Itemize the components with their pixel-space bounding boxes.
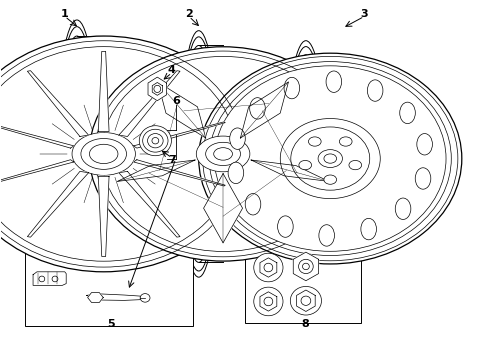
Ellipse shape bbox=[309, 137, 321, 146]
Polygon shape bbox=[296, 290, 315, 311]
Ellipse shape bbox=[349, 161, 362, 170]
Polygon shape bbox=[98, 51, 109, 131]
Ellipse shape bbox=[278, 216, 293, 237]
Polygon shape bbox=[88, 293, 103, 302]
Ellipse shape bbox=[199, 53, 462, 264]
Polygon shape bbox=[33, 272, 66, 285]
Polygon shape bbox=[117, 160, 195, 181]
Ellipse shape bbox=[72, 132, 135, 175]
Ellipse shape bbox=[291, 127, 370, 190]
Ellipse shape bbox=[228, 162, 244, 184]
Polygon shape bbox=[251, 160, 329, 181]
Ellipse shape bbox=[284, 77, 300, 99]
Ellipse shape bbox=[230, 128, 245, 149]
Polygon shape bbox=[0, 122, 74, 148]
Ellipse shape bbox=[318, 150, 343, 167]
Ellipse shape bbox=[215, 66, 446, 251]
Ellipse shape bbox=[254, 287, 283, 316]
Ellipse shape bbox=[89, 47, 357, 261]
Text: 1: 1 bbox=[61, 9, 69, 19]
Ellipse shape bbox=[324, 175, 337, 184]
Text: 4: 4 bbox=[168, 65, 176, 75]
Ellipse shape bbox=[139, 126, 172, 156]
Polygon shape bbox=[241, 82, 289, 138]
Polygon shape bbox=[260, 258, 277, 277]
Ellipse shape bbox=[140, 294, 150, 302]
Ellipse shape bbox=[0, 36, 250, 272]
Polygon shape bbox=[87, 294, 140, 300]
Ellipse shape bbox=[415, 168, 431, 189]
Text: 5: 5 bbox=[107, 319, 115, 329]
Ellipse shape bbox=[340, 137, 352, 146]
Polygon shape bbox=[27, 171, 89, 237]
Ellipse shape bbox=[250, 98, 265, 119]
Text: 3: 3 bbox=[361, 9, 368, 19]
Ellipse shape bbox=[319, 225, 335, 246]
Polygon shape bbox=[119, 171, 180, 237]
Polygon shape bbox=[0, 160, 74, 186]
Polygon shape bbox=[27, 71, 89, 136]
Bar bbox=[245, 248, 361, 323]
Ellipse shape bbox=[299, 161, 312, 170]
Ellipse shape bbox=[400, 102, 416, 123]
Bar bbox=[25, 243, 193, 327]
Polygon shape bbox=[148, 77, 167, 101]
Polygon shape bbox=[134, 122, 225, 148]
Polygon shape bbox=[98, 176, 109, 256]
Ellipse shape bbox=[326, 71, 342, 93]
Ellipse shape bbox=[368, 80, 383, 101]
Text: 6: 6 bbox=[172, 96, 180, 107]
Text: 7: 7 bbox=[168, 156, 176, 165]
Ellipse shape bbox=[395, 198, 411, 220]
Polygon shape bbox=[134, 160, 225, 186]
Polygon shape bbox=[119, 71, 180, 136]
Ellipse shape bbox=[152, 138, 159, 144]
Polygon shape bbox=[260, 292, 277, 311]
Polygon shape bbox=[158, 82, 206, 138]
Ellipse shape bbox=[245, 194, 261, 215]
Text: 8: 8 bbox=[301, 319, 309, 329]
Ellipse shape bbox=[254, 253, 283, 282]
Ellipse shape bbox=[196, 136, 250, 172]
Ellipse shape bbox=[417, 134, 432, 155]
Ellipse shape bbox=[290, 287, 321, 315]
Ellipse shape bbox=[361, 219, 376, 240]
Polygon shape bbox=[293, 252, 318, 281]
Polygon shape bbox=[203, 174, 243, 243]
Text: 2: 2 bbox=[185, 9, 193, 19]
